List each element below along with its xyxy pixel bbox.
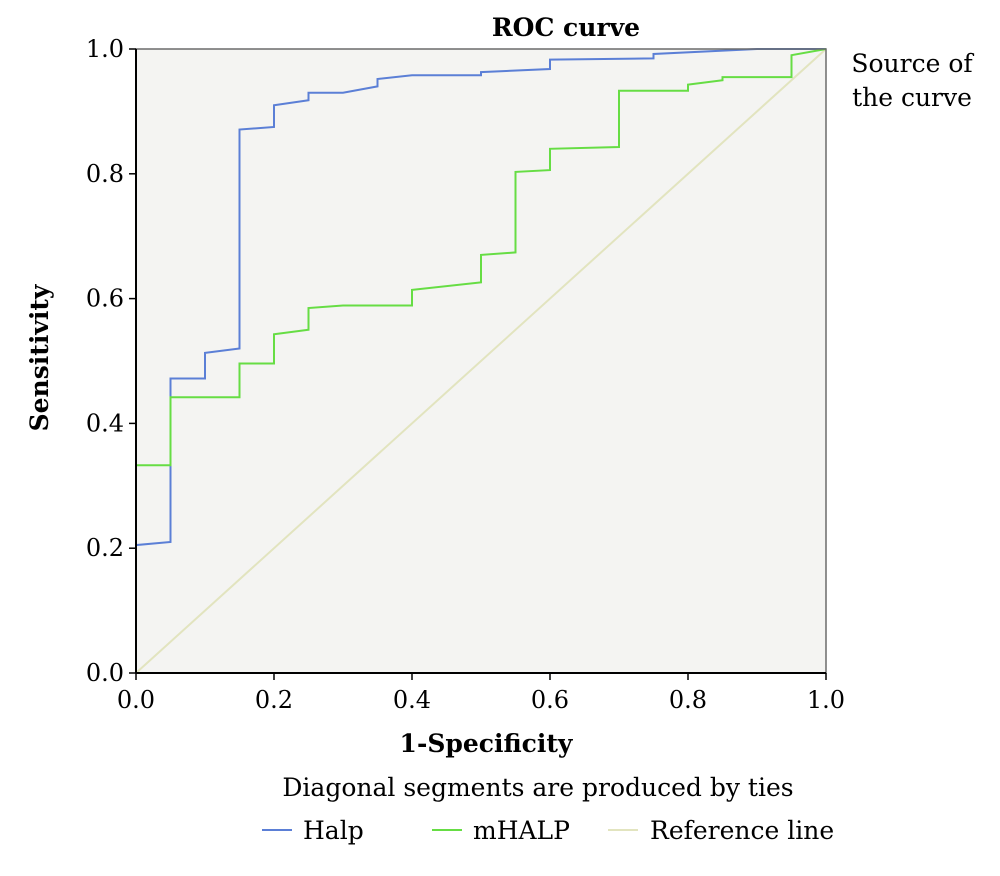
legend-label-mhalp: mHALP: [473, 816, 570, 845]
y-tick-label: 0.8: [86, 160, 124, 188]
series-line-reference-line: [135, 48, 827, 674]
y-tick-label: 0.0: [86, 659, 124, 687]
y-tick-label: 0.6: [86, 285, 124, 313]
legend: Halp mHALP Reference line: [262, 816, 834, 845]
x-axis-label: 1-Specificity: [400, 729, 574, 758]
x-tick-label: 1.0: [807, 686, 845, 714]
y-tick-label: 0.4: [86, 409, 124, 437]
footnote: Diagonal segments are produced by ties: [282, 773, 793, 802]
y-axis-label: Sensitivity: [25, 283, 54, 431]
x-tick-label: 0.8: [669, 686, 707, 714]
legend-label-reference-line: Reference line: [650, 816, 834, 845]
x-tick-label: 0.0: [117, 686, 155, 714]
x-tick-label: 0.2: [255, 686, 293, 714]
chart-title: ROC curve: [492, 13, 640, 42]
y-tick-label: 0.2: [86, 534, 124, 562]
legend-title-line-2: the curve: [852, 83, 972, 112]
x-tick-label: 0.6: [531, 686, 569, 714]
legend-label-halp: Halp: [303, 816, 364, 845]
series-line-halp: [135, 48, 826, 673]
series-line-mhalp: [135, 48, 827, 673]
y-tick-label: 1.0: [86, 35, 124, 63]
legend-title-line-1: Source of: [851, 49, 974, 78]
x-tick-label: 0.4: [393, 686, 431, 714]
